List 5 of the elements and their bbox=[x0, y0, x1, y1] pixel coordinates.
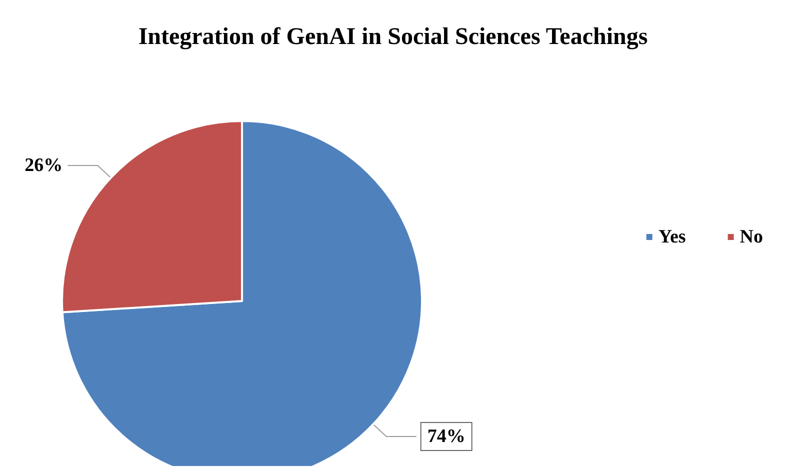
data-label: 74% bbox=[427, 426, 466, 448]
data-label: 26% bbox=[24, 154, 63, 176]
legend-label: Yes bbox=[658, 226, 686, 248]
legend-label: No bbox=[740, 226, 764, 248]
chart-title: Integration of GenAI in Social Sciences Teachings bbox=[138, 24, 648, 50]
